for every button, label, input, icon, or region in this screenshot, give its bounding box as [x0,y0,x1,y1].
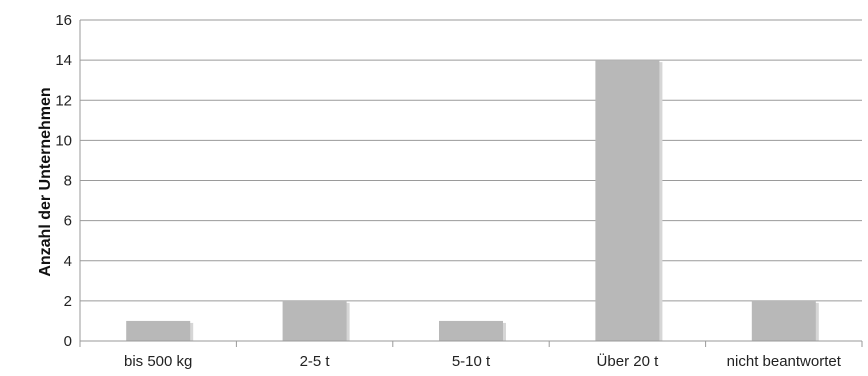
y-tick-label: 0 [64,333,72,350]
y-axis-label: Anzahl der Unternehmen [37,87,54,276]
y-tick-label: 16 [55,12,72,29]
bar [751,300,816,341]
y-tick-label: 12 [55,92,72,109]
x-tick-label: bis 500 kg [124,353,192,370]
bar [595,60,660,341]
grid-lines [79,19,862,341]
y-tick-label: 4 [64,253,72,270]
x-tick-label: 5-10 t [452,353,491,370]
x-tick-label: 2-5 t [300,353,331,370]
y-tick-label: 8 [64,173,72,190]
y-tick-label: 14 [55,52,72,69]
x-axis-ticks: bis 500 kg 2-5 t 5-10 t Über 20 t nicht bean… [124,352,842,370]
bars [126,60,819,341]
bar [126,320,191,341]
x-axis [79,340,863,347]
bar [282,300,347,341]
y-tick-label: 10 [55,132,72,149]
y-tick-label: 2 [64,293,72,310]
x-tick-label: Über 20 t [597,352,660,370]
bar [439,320,503,341]
y-axis-ticks: 0 2 4 6 8 10 12 14 16 [55,12,72,350]
y-tick-label: 6 [64,213,72,230]
x-tick-label: nicht beantwortet [727,353,842,370]
